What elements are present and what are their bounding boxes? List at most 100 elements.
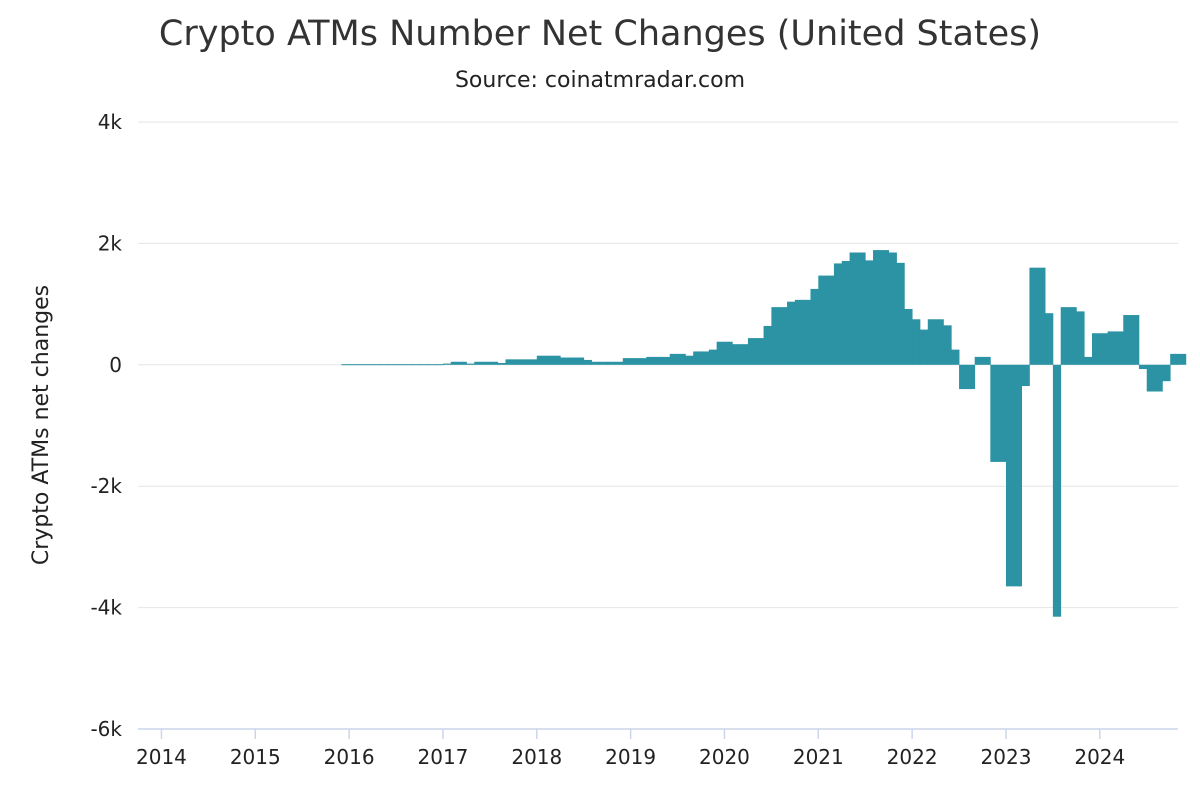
bar[interactable]	[536, 355, 546, 365]
bar[interactable]	[959, 364, 968, 390]
bar[interactable]	[982, 356, 991, 365]
bar[interactable]	[1068, 307, 1077, 365]
bar[interactable]	[474, 361, 483, 365]
bar[interactable]	[489, 361, 499, 365]
bar[interactable]	[614, 361, 624, 365]
bar[interactable]	[1107, 331, 1116, 365]
bar[interactable]	[1131, 315, 1140, 365]
bar[interactable]	[1138, 364, 1148, 370]
bar[interactable]	[880, 250, 890, 365]
bar[interactable]	[685, 355, 694, 365]
bar[interactable]	[802, 299, 811, 365]
bar[interactable]	[873, 250, 882, 365]
bar[interactable]	[403, 364, 413, 366]
bar[interactable]	[575, 357, 585, 365]
bar[interactable]	[716, 341, 725, 365]
bar[interactable]	[732, 344, 741, 365]
bar[interactable]	[505, 359, 514, 365]
bar[interactable]	[341, 364, 350, 366]
bar[interactable]	[669, 353, 678, 365]
bar[interactable]	[763, 325, 772, 365]
bar[interactable]	[747, 338, 757, 365]
bar[interactable]	[1084, 356, 1093, 365]
bar[interactable]	[521, 359, 530, 365]
bar[interactable]	[552, 355, 561, 365]
bar[interactable]	[1123, 315, 1132, 365]
bar[interactable]	[1005, 364, 1015, 587]
bar[interactable]	[497, 362, 506, 365]
bar[interactable]	[458, 361, 467, 365]
bar[interactable]	[904, 308, 913, 365]
bar[interactable]	[677, 353, 686, 365]
bar[interactable]	[1045, 313, 1054, 365]
bar[interactable]	[513, 359, 522, 365]
bar[interactable]	[591, 361, 600, 365]
bar[interactable]	[771, 307, 780, 365]
bar[interactable]	[1099, 333, 1109, 365]
bar[interactable]	[794, 299, 804, 365]
bar[interactable]	[1076, 311, 1085, 365]
bar[interactable]	[818, 275, 827, 365]
bar[interactable]	[966, 364, 976, 390]
bar[interactable]	[974, 356, 983, 365]
bar[interactable]	[528, 359, 538, 365]
bar[interactable]	[990, 364, 999, 462]
bar[interactable]	[442, 363, 452, 365]
bar[interactable]	[450, 361, 460, 365]
bar[interactable]	[349, 364, 358, 366]
bar[interactable]	[630, 358, 639, 365]
bar[interactable]	[411, 364, 420, 366]
bar[interactable]	[1170, 353, 1179, 365]
bar[interactable]	[1115, 331, 1124, 365]
bar[interactable]	[1178, 353, 1187, 365]
bar[interactable]	[638, 358, 647, 365]
bar[interactable]	[646, 356, 655, 365]
bar[interactable]	[998, 364, 1007, 462]
bar[interactable]	[896, 262, 905, 365]
bar[interactable]	[708, 349, 718, 365]
bar[interactable]	[693, 351, 702, 365]
bar[interactable]	[482, 361, 491, 365]
bar[interactable]	[435, 364, 444, 366]
bar[interactable]	[1162, 364, 1171, 382]
bar[interactable]	[841, 261, 850, 365]
bar[interactable]	[943, 325, 952, 365]
bar[interactable]	[396, 364, 405, 366]
bar[interactable]	[427, 364, 436, 366]
bar[interactable]	[466, 363, 475, 365]
bar[interactable]	[372, 364, 381, 366]
bar[interactable]	[1154, 364, 1163, 392]
bar[interactable]	[779, 307, 788, 365]
bar[interactable]	[544, 355, 553, 365]
bar[interactable]	[701, 351, 710, 365]
bar[interactable]	[568, 357, 577, 365]
bar[interactable]	[1146, 364, 1155, 392]
bar[interactable]	[654, 356, 663, 365]
bar[interactable]	[1037, 267, 1046, 365]
bar[interactable]	[1029, 267, 1038, 365]
bar[interactable]	[661, 356, 671, 365]
bar[interactable]	[560, 357, 569, 365]
bar[interactable]	[849, 252, 858, 365]
bar[interactable]	[951, 349, 960, 365]
bar[interactable]	[810, 288, 819, 365]
bar[interactable]	[1091, 333, 1101, 365]
bar[interactable]	[724, 341, 733, 365]
bar[interactable]	[919, 329, 929, 365]
bar[interactable]	[1052, 364, 1062, 617]
bar[interactable]	[912, 319, 921, 365]
bar[interactable]	[1013, 364, 1023, 587]
bar[interactable]	[755, 338, 764, 365]
bar[interactable]	[927, 319, 936, 365]
bar[interactable]	[583, 359, 592, 365]
bar[interactable]	[1060, 307, 1069, 365]
bar[interactable]	[740, 344, 749, 365]
bar[interactable]	[356, 364, 366, 366]
bar[interactable]	[388, 364, 397, 366]
bar[interactable]	[364, 364, 373, 366]
bar[interactable]	[857, 252, 866, 365]
bar[interactable]	[1021, 364, 1030, 387]
bar[interactable]	[888, 252, 897, 365]
bar[interactable]	[599, 361, 608, 365]
bar[interactable]	[380, 364, 389, 366]
